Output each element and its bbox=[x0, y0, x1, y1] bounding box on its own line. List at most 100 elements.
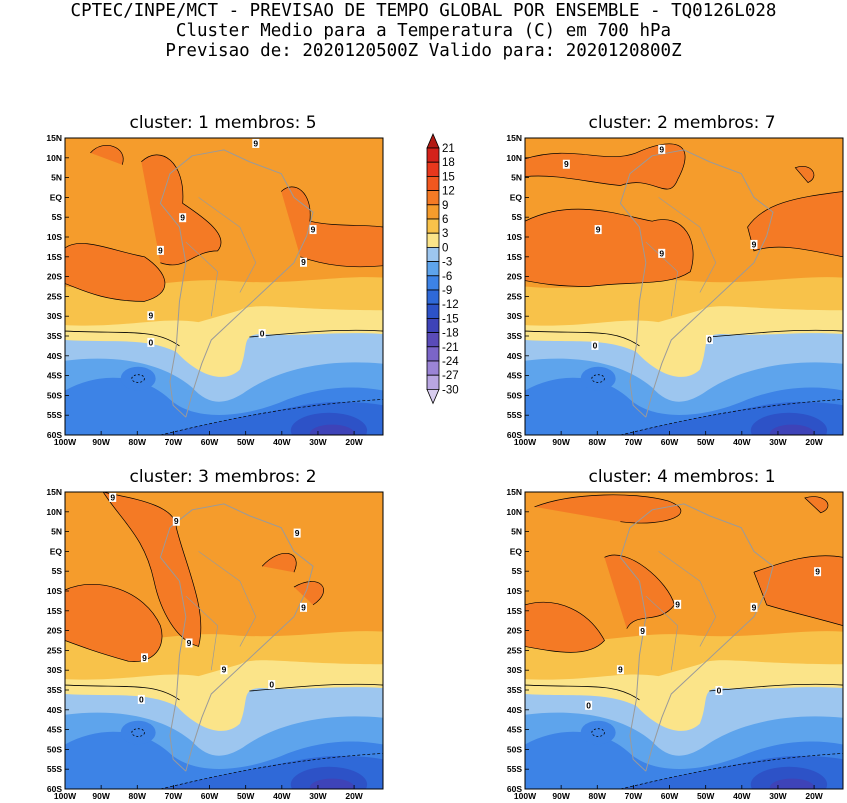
contour-label-bg bbox=[252, 138, 260, 148]
temp-cold-core bbox=[580, 366, 616, 391]
map-panel-cluster-1: 15N 10N 5N EQ 5S 10S 15S 20S 25S 30S 35S 40S 45S 50S 5… bbox=[46, 133, 384, 447]
contour-label-bg bbox=[147, 337, 155, 347]
lon-label: 100W bbox=[54, 791, 77, 801]
lon-label: 70W bbox=[165, 791, 183, 801]
lat-label: 35S bbox=[47, 331, 62, 341]
lon-label: 40W bbox=[733, 437, 751, 447]
panel-title-cluster-3: cluster: 3 membros: 2 bbox=[129, 467, 317, 487]
colorbar-swatch bbox=[426, 332, 440, 348]
country-borders bbox=[185, 551, 257, 671]
colorbar-swatch bbox=[426, 232, 440, 248]
contour-minus12 bbox=[160, 753, 383, 789]
contour-label-bg bbox=[639, 626, 647, 636]
colorbar-label: 15 bbox=[442, 171, 455, 183]
contour-label-bg bbox=[562, 159, 570, 169]
lat-label: 60S bbox=[47, 784, 62, 794]
contour-label-bg bbox=[658, 248, 666, 258]
map-panel-cluster-4: 15N 10N 5N EQ 5S 10S 15S 20S 25S 30S 35S 40S 45S 50S 5… bbox=[506, 487, 844, 801]
map-frame bbox=[524, 491, 844, 790]
lon-label: 50W bbox=[237, 437, 255, 447]
temp-band-minus18 bbox=[309, 424, 355, 435]
lat-label: 25S bbox=[507, 645, 522, 655]
temp-band-9 bbox=[525, 208, 694, 287]
contour-label: 9 bbox=[174, 516, 179, 526]
cold-core-contour bbox=[131, 728, 145, 737]
lat-label: 35S bbox=[507, 331, 522, 341]
contour-label: 9 bbox=[752, 602, 757, 612]
lon-label: 80W bbox=[589, 437, 607, 447]
contour-label: 9 bbox=[301, 257, 306, 267]
colorbar-label: 3 bbox=[442, 228, 448, 240]
lon-label: 90W bbox=[552, 437, 570, 447]
temp-band-9 bbox=[525, 143, 686, 190]
lon-label: 40W bbox=[273, 437, 291, 447]
lat-label: 25S bbox=[47, 291, 62, 301]
temp-band-9 bbox=[65, 243, 166, 302]
contour-label: 9 bbox=[752, 239, 757, 249]
temp-band-9 bbox=[90, 145, 124, 165]
lat-label: 20S bbox=[507, 272, 522, 282]
colorbar-label: 21 bbox=[442, 143, 455, 155]
colorbar-label: -18 bbox=[442, 328, 459, 340]
contour-label: 9 bbox=[675, 599, 680, 609]
lon-label: 20W bbox=[345, 437, 363, 447]
lat-label: 60S bbox=[47, 430, 62, 440]
lon-label: 90W bbox=[552, 791, 570, 801]
contour-label: 9 bbox=[311, 225, 316, 235]
lat-label: 10N bbox=[506, 507, 522, 517]
lon-label: 60W bbox=[661, 791, 679, 801]
lat-label: 5S bbox=[52, 212, 63, 222]
map-frame bbox=[64, 491, 384, 790]
panel-title-cluster-1: cluster: 1 membros: 5 bbox=[129, 113, 317, 133]
temp-band-9 bbox=[102, 492, 202, 647]
cold-core-contour bbox=[591, 374, 605, 383]
lat-label: 30S bbox=[507, 311, 522, 321]
lat-label: 5N bbox=[51, 173, 62, 183]
lat-label: 15S bbox=[47, 252, 62, 262]
contour-label-bg bbox=[750, 239, 758, 249]
lon-label: 90W bbox=[92, 791, 110, 801]
colorbar-swatch bbox=[426, 374, 440, 390]
temp-band-9 bbox=[293, 581, 324, 606]
contour-label: 9 bbox=[618, 665, 623, 675]
temp-band-9 bbox=[65, 583, 163, 662]
lat-label: 15N bbox=[506, 133, 522, 143]
temp-band-minus18 bbox=[769, 424, 815, 435]
map-panel-cluster-2: 15N 10N 5N EQ 5S 10S 15S 20S 25S 30S 35S 40S 45S 50S 5… bbox=[506, 133, 844, 447]
lon-label: 90W bbox=[92, 437, 110, 447]
colorbar-label: -3 bbox=[442, 257, 452, 269]
contour-label-bg bbox=[179, 213, 187, 223]
lon-label: 80W bbox=[129, 791, 147, 801]
coastline bbox=[619, 503, 774, 772]
contour-label-bg bbox=[658, 144, 666, 154]
lon-label: 60W bbox=[661, 437, 679, 447]
lat-label: 35S bbox=[47, 685, 62, 695]
contour-label-bg bbox=[705, 334, 713, 344]
temp-band-minus18 bbox=[769, 778, 815, 789]
contour-zero bbox=[525, 683, 843, 701]
contour-label: 0 bbox=[593, 340, 598, 350]
lon-label: 20W bbox=[805, 791, 823, 801]
lat-label: 45S bbox=[507, 725, 522, 735]
contour-label: 0 bbox=[260, 329, 265, 339]
colorbar-label: -24 bbox=[442, 356, 459, 368]
contour-label: 0 bbox=[148, 337, 153, 347]
contour-zero bbox=[525, 329, 843, 347]
lon-label: 50W bbox=[697, 437, 715, 447]
lat-label: 15N bbox=[46, 487, 62, 497]
contour-label: 9 bbox=[640, 626, 645, 636]
lat-label: 10S bbox=[47, 586, 62, 596]
temp-band-minus18 bbox=[309, 778, 355, 789]
contour-label-bg bbox=[591, 340, 599, 350]
lat-label: 5N bbox=[51, 527, 62, 537]
lat-label: 50S bbox=[47, 390, 62, 400]
temp-cold-core bbox=[120, 366, 156, 391]
lat-label: 30S bbox=[507, 665, 522, 675]
coastline bbox=[619, 149, 774, 418]
lat-label: 25S bbox=[507, 291, 522, 301]
lat-label: 10S bbox=[47, 232, 62, 242]
lon-label: 80W bbox=[129, 437, 147, 447]
lon-label: 30W bbox=[309, 437, 327, 447]
lon-label: 60W bbox=[201, 437, 219, 447]
temp-band-9 bbox=[525, 601, 605, 653]
